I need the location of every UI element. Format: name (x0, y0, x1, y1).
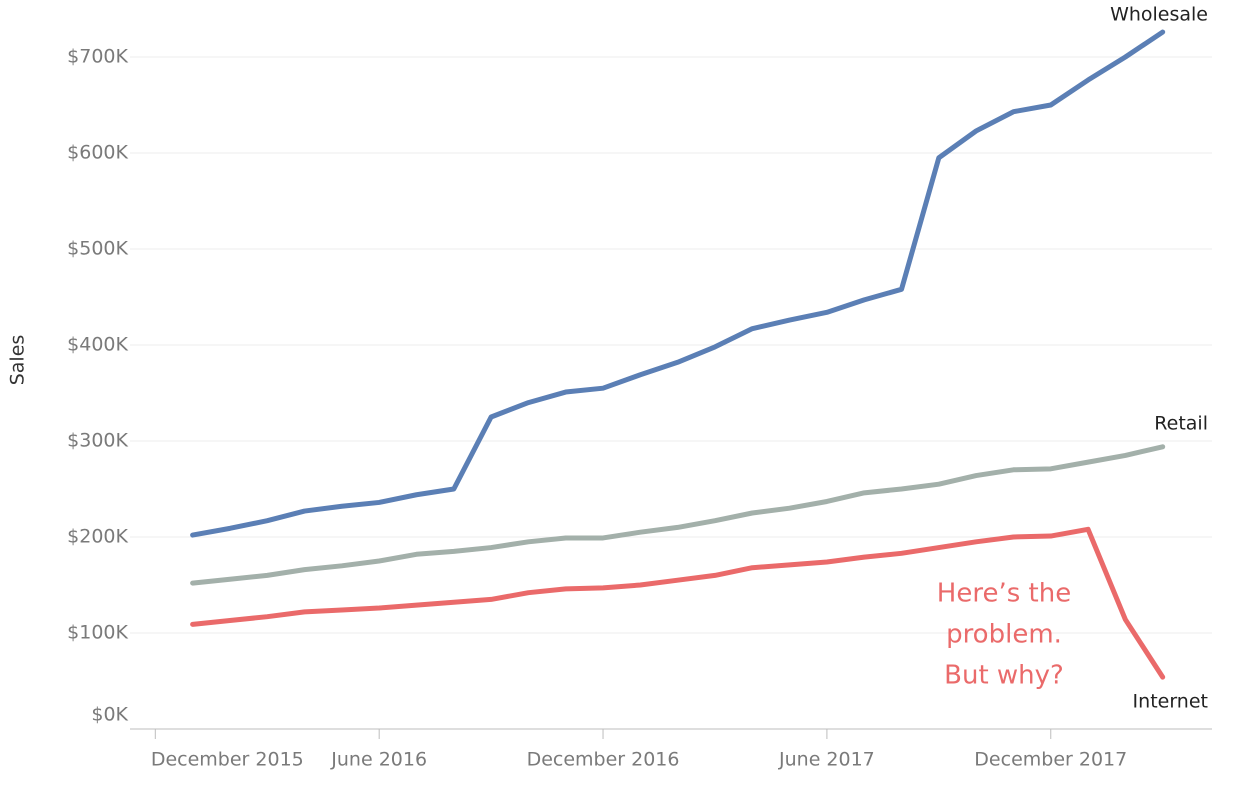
series-line (190, 444, 1166, 586)
series-line (190, 29, 1166, 538)
annotation: But why? (944, 661, 1064, 691)
series-line (190, 526, 1166, 680)
y-tick-label: $400K (67, 334, 128, 356)
y-tick-label: $0K (91, 704, 128, 726)
y-tick-label: $600K (67, 142, 128, 164)
series-label: Internet (1133, 691, 1208, 713)
y-tick-label: $100K (67, 622, 128, 644)
y-tick-label: $200K (67, 526, 128, 548)
x-tick-label: December 2015 (151, 749, 304, 771)
y-axis-label: Sales (7, 335, 29, 386)
x-tick-label: June 2017 (778, 749, 875, 771)
x-tick-label: December 2016 (527, 749, 680, 771)
annotation: Here’s the (937, 579, 1071, 609)
y-tick-label: $500K (67, 238, 128, 260)
x-tick-label: June 2016 (330, 749, 427, 771)
x-tick-label: December 2017 (974, 749, 1127, 771)
series-label: Retail (1154, 412, 1208, 434)
annotation: problem. (946, 620, 1062, 650)
series-label: Wholesale (1110, 4, 1208, 26)
y-tick-label: $300K (67, 430, 128, 452)
y-tick-label: $700K (67, 46, 128, 68)
